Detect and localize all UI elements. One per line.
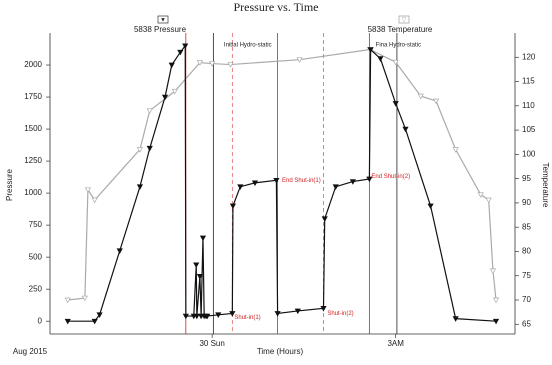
data-point (209, 61, 216, 67)
data-point (321, 216, 328, 222)
data-point (193, 313, 200, 320)
data-point (349, 179, 356, 185)
y2-tick-label: 70 (522, 295, 531, 304)
y-tick-label: 2000 (24, 60, 42, 69)
y-tick-label: 1250 (24, 156, 42, 165)
data-point (204, 313, 211, 320)
annotation: End Shut-in(2) (371, 174, 410, 180)
data-point (294, 308, 301, 315)
y-tick-label: 1500 (24, 124, 42, 133)
annotation: Initial Hydro-static (224, 43, 272, 49)
data-point (273, 177, 280, 184)
data-point (251, 180, 259, 187)
data-point (146, 145, 153, 152)
annotation: Shut-in(2) (327, 311, 353, 317)
data-point (136, 147, 144, 153)
data-point (427, 203, 434, 210)
legend-label: 5838 Temperature (368, 25, 433, 34)
legend-icon: ▽ (402, 18, 407, 24)
data-point (392, 59, 399, 66)
data-point (392, 101, 399, 107)
legend-box (398, 15, 410, 24)
data-point (91, 318, 98, 325)
y-tick-label: 1000 (24, 188, 42, 197)
annotation: Shut-in(1) (234, 315, 260, 321)
data-point (91, 197, 98, 204)
legend-box (157, 15, 169, 24)
legend-label: 5838 Pressure (134, 25, 187, 34)
data-point (274, 311, 281, 317)
y2-tick-label: 110 (522, 101, 535, 110)
data-point (477, 192, 484, 198)
series-line (67, 48, 497, 301)
y2-tick-label: 100 (522, 149, 536, 158)
data-point (96, 312, 103, 319)
data-point (146, 108, 153, 114)
data-point (229, 311, 236, 317)
y2-tick-label: 85 (522, 222, 531, 231)
y-tick-label: 500 (29, 252, 43, 261)
y-axis-label: Pressure (5, 168, 14, 201)
data-point (332, 184, 339, 190)
data-point (177, 49, 184, 56)
legend-icon: ▼ (160, 18, 166, 24)
data-point (237, 184, 244, 190)
data-point (367, 47, 374, 53)
series-line (67, 44, 497, 322)
data-point (417, 93, 424, 100)
y-tick-label: 750 (29, 220, 43, 229)
data-point (296, 57, 303, 63)
y2-tick-label: 115 (522, 77, 535, 86)
y2-tick-label: 75 (522, 271, 531, 280)
annotation: Fina Hydro-static (376, 43, 421, 49)
data-point (215, 312, 222, 319)
y-tick-label: 0 (38, 316, 43, 325)
data-point (366, 176, 373, 183)
data-point (193, 262, 200, 269)
data-point (452, 316, 459, 322)
data-point (171, 88, 178, 95)
data-point (229, 203, 237, 210)
x-tick-label: 30 Sun (199, 339, 224, 348)
data-point (377, 56, 384, 62)
data-point (168, 62, 175, 69)
data-point (136, 184, 144, 190)
data-point (432, 98, 440, 105)
data-point (402, 126, 409, 133)
data-point (81, 295, 88, 302)
data-point (64, 297, 71, 304)
data-point (489, 268, 497, 275)
data-point (199, 235, 207, 242)
data-point (64, 318, 71, 325)
data-point (196, 274, 203, 280)
y2-tick-label: 95 (522, 174, 531, 183)
data-point (182, 313, 189, 320)
data-point (182, 43, 189, 50)
data-point (320, 306, 327, 312)
data-point (485, 197, 492, 204)
y2-axis-label: Temperature (541, 163, 550, 208)
data-point (116, 248, 123, 254)
data-point (196, 60, 203, 66)
y-tick-label: 1750 (24, 92, 42, 101)
data-point (492, 318, 500, 325)
data-point (161, 94, 169, 101)
y2-tick-label: 80 (522, 247, 531, 256)
data-point (84, 187, 92, 194)
y2-tick-label: 105 (522, 125, 536, 134)
y2-tick-label: 65 (522, 319, 531, 328)
y2-tick-label: 120 (522, 52, 536, 61)
x-tick-label: 3AM (387, 339, 404, 348)
data-point (492, 297, 500, 304)
x-start-label: Aug 2015 (13, 347, 48, 356)
x-axis-label: Time (Hours) (257, 347, 304, 356)
data-point (227, 62, 234, 68)
data-point (452, 147, 459, 153)
y2-tick-label: 90 (522, 198, 531, 207)
y-tick-label: 250 (29, 284, 43, 293)
annotation: End Shut-in(1) (282, 178, 321, 184)
chart-title: Pressure vs. Time (233, 0, 318, 14)
